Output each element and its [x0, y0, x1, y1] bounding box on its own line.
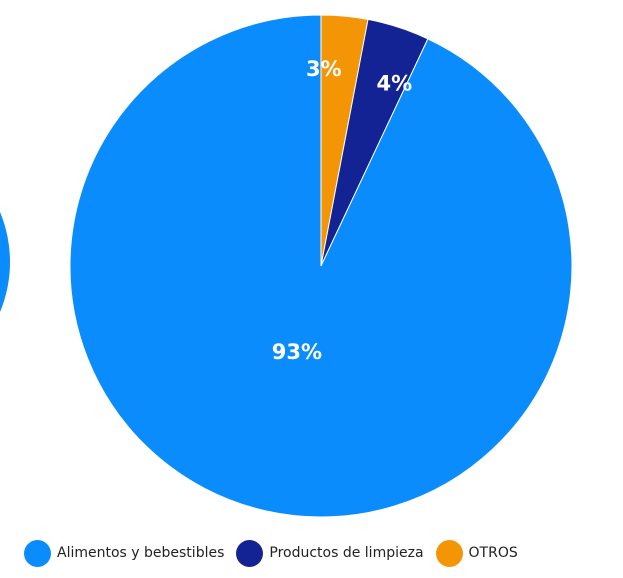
legend-swatch-limpieza	[236, 539, 264, 567]
legend-label-alimentos: Alimentos y bebestibles	[57, 545, 225, 561]
legend-swatch-alimentos	[24, 539, 51, 567]
legend-swatch-otros	[435, 539, 463, 567]
pie-label-productos: 4%	[377, 71, 413, 95]
adjacent-chart-fragment	[0, 212, 10, 312]
legend-item-otros: OTROS	[435, 539, 518, 567]
pie-label-alimentos: 93%	[272, 340, 322, 364]
pie-slice-alimentos	[69, 14, 573, 518]
legend-label-otros: OTROS	[468, 545, 518, 561]
pie-slices	[69, 14, 573, 518]
legend-label-limpieza: Productos de limpieza	[269, 545, 424, 561]
legend-item-limpieza: Productos de limpieza	[236, 539, 424, 567]
legend: Alimentos y bebestibles Productos de lim…	[24, 538, 530, 568]
pie-labels: 3% 4% 93%	[272, 57, 412, 364]
legend-item-alimentos: Alimentos y bebestibles	[24, 539, 225, 567]
pie-label-otros: 3%	[306, 57, 342, 81]
